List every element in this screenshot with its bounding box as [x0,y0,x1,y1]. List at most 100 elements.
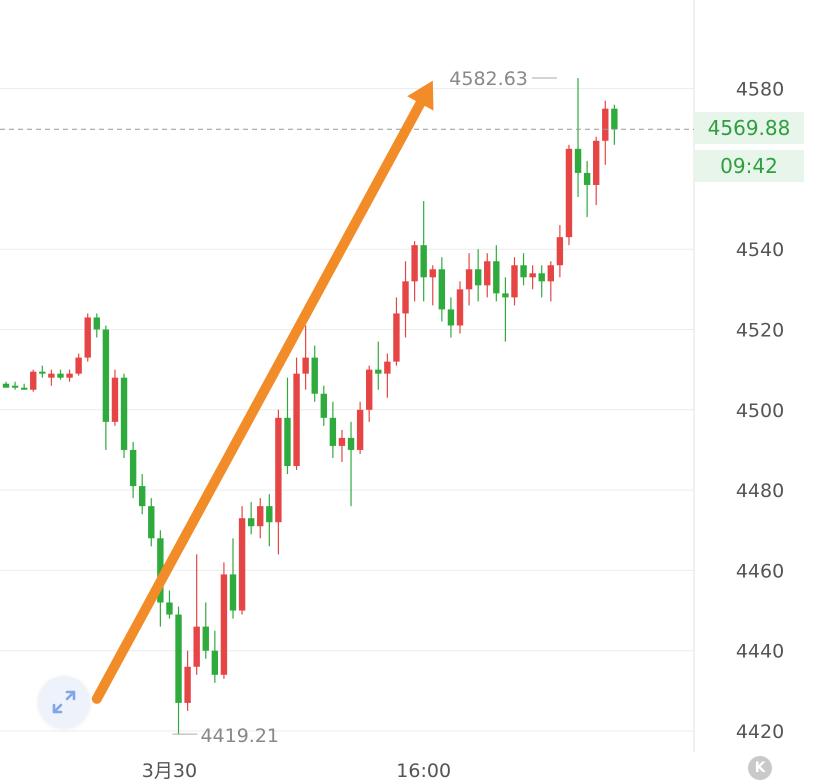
candle[interactable] [184,650,191,711]
candle[interactable] [583,160,591,218]
candle[interactable] [66,369,73,382]
candle[interactable] [484,253,491,298]
candle[interactable] [511,257,518,306]
candle[interactable] [447,297,455,338]
candle-body [420,245,427,278]
candle-body [184,666,191,703]
candle-body [139,486,146,507]
candle[interactable] [502,277,509,342]
candle[interactable] [30,369,37,392]
candle-body [84,317,91,358]
candle-body [266,506,273,523]
candle[interactable] [148,498,155,547]
candle[interactable] [320,385,327,426]
candle-body [547,265,554,282]
candle[interactable] [75,353,82,376]
candle-body [202,626,209,651]
k-icon: K [754,760,766,776]
candle[interactable] [48,369,55,386]
candle[interactable] [402,261,409,338]
candle[interactable] [565,144,573,246]
candle[interactable] [93,313,100,338]
candle[interactable] [311,345,318,402]
candle[interactable] [520,253,527,286]
candle-body [229,574,237,611]
candle[interactable] [175,606,182,735]
candle[interactable] [266,494,273,547]
y-tick-label: 4460 [736,560,784,582]
candle[interactable] [120,373,128,458]
candle[interactable] [129,441,137,499]
candle[interactable] [611,104,618,145]
candle[interactable] [39,365,46,378]
candle[interactable] [220,562,228,679]
candle-body [602,108,609,141]
candle[interactable] [275,409,282,555]
candle[interactable] [474,249,482,302]
candle[interactable] [393,297,400,366]
candle[interactable] [602,100,609,165]
candle[interactable] [593,136,600,206]
candle[interactable] [429,265,436,306]
candle[interactable] [57,369,64,380]
candle[interactable] [20,383,28,390]
candle[interactable] [202,602,209,659]
candle[interactable] [338,429,346,462]
candle-body [166,602,173,615]
candle[interactable] [84,313,91,362]
candle[interactable] [375,341,382,390]
candle-body [311,357,318,394]
candle-body [320,393,327,418]
candle[interactable] [547,261,554,302]
candle[interactable] [356,401,364,454]
k-chart-button[interactable]: K [748,756,772,780]
candle[interactable] [366,365,373,422]
candle[interactable] [302,325,309,390]
candle[interactable] [238,506,246,615]
candle[interactable] [247,502,255,535]
candle[interactable] [139,474,146,515]
expand-button[interactable] [38,676,90,728]
candle-body [302,357,309,374]
candle[interactable] [529,265,536,290]
candle[interactable] [257,498,264,539]
candles-layer [2,78,618,735]
candle[interactable] [102,325,110,450]
candle[interactable] [166,590,173,619]
candle-body [20,387,28,390]
candle-body [275,417,282,523]
candle[interactable] [229,538,237,619]
candle-body [93,317,100,330]
candle[interactable] [456,281,464,334]
candle[interactable] [465,253,473,306]
candle[interactable] [438,257,446,322]
candle-body [238,518,246,611]
candle[interactable] [347,421,355,507]
candle-body [447,309,455,326]
candle-body [356,409,364,450]
candle[interactable] [384,353,391,398]
candle-body [338,437,346,446]
candle[interactable] [329,401,337,458]
candle-body [574,148,582,173]
candle[interactable] [411,241,418,302]
candle[interactable] [493,245,500,302]
y-tick-label: 4580 [736,79,784,101]
y-tick-label: 4520 [736,320,784,342]
candle[interactable] [211,630,219,683]
candle-body [102,329,110,422]
candle-body [375,369,382,374]
candle[interactable] [2,381,10,388]
candle[interactable] [193,554,200,675]
candle[interactable] [420,201,427,302]
candle[interactable] [538,265,545,298]
candle[interactable] [11,381,19,390]
candle[interactable] [556,225,564,278]
candle[interactable] [111,369,119,426]
candle[interactable] [574,78,582,198]
candle[interactable] [284,377,291,475]
candle[interactable] [293,357,300,471]
candle-body [484,261,491,286]
